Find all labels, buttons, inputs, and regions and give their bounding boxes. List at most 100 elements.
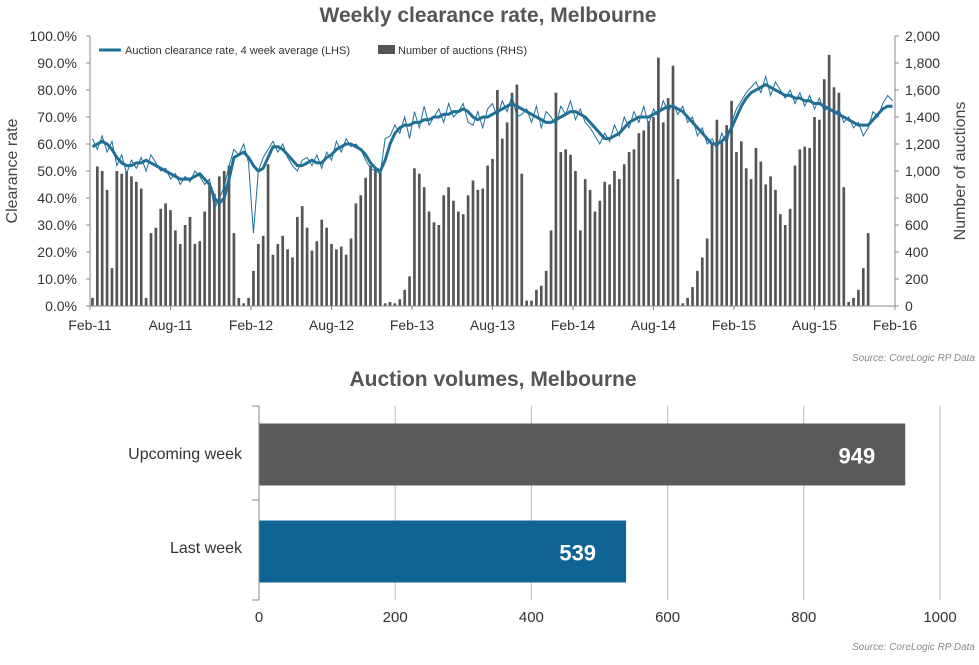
auction-bar <box>705 238 709 306</box>
auction-bar <box>398 299 402 306</box>
clearance-chart-legend: Auction clearance rate, 4 week average (… <box>99 45 527 57</box>
auction-bar <box>369 165 372 306</box>
auction-bar <box>471 180 475 306</box>
auction-bar <box>164 203 167 306</box>
auction-bar <box>330 243 333 306</box>
right-y-tick-label: 200 <box>905 271 929 287</box>
auction-bar <box>442 195 446 306</box>
auction-bar <box>203 211 206 306</box>
auction-bar <box>500 138 504 306</box>
auction-bar <box>808 148 811 306</box>
auction-bar <box>188 216 192 306</box>
auction-bar <box>359 195 363 306</box>
x-tick-labels: Feb-11 Aug-11 Feb-12 Aug-12 Feb-13 Aug-13 Feb-… <box>68 317 917 333</box>
category-label-last-week: Last week <box>170 540 243 557</box>
auction-bar <box>310 250 314 306</box>
clearance-chart-title: Weekly clearance rate, Melbourne <box>320 4 657 27</box>
x-tick-label: Feb-13 <box>390 317 435 333</box>
left-y-tick-label: 30.0% <box>37 217 77 233</box>
auction-bar <box>364 177 367 306</box>
auction-bar <box>174 230 177 306</box>
auction-bar <box>217 176 221 306</box>
category-label-upcoming-week: Upcoming week <box>128 446 243 463</box>
auction-bar <box>847 301 850 306</box>
auction-bar <box>339 246 343 306</box>
auction-bar <box>764 184 768 306</box>
auction-bar <box>193 243 197 306</box>
auction-bar <box>574 171 577 306</box>
auction-bar <box>739 141 743 306</box>
auction-bar <box>481 188 485 306</box>
auction-bar <box>774 189 777 306</box>
auction-bar <box>608 184 611 306</box>
volume-bar-value-label: 949 <box>839 444 876 469</box>
volumes-x-tick-label: 0 <box>255 609 263 626</box>
left-y-tick-label: 40.0% <box>37 190 77 206</box>
auction-bar <box>715 119 719 306</box>
auction-bar <box>300 206 304 306</box>
auction-bar <box>105 189 109 306</box>
auction-bar <box>530 300 533 306</box>
legend-label-auctions: Number of auctions (RHS) <box>398 45 527 57</box>
auction-bar <box>749 179 753 306</box>
auction-bar <box>476 189 480 306</box>
auction-bar <box>115 171 119 306</box>
auction-bar <box>642 130 646 306</box>
auction-bar <box>578 230 582 306</box>
right-y-tick-label: 800 <box>905 190 929 206</box>
auction-bar <box>437 225 441 306</box>
auction-bar <box>730 100 733 306</box>
auction-bar <box>539 285 543 306</box>
auction-bar <box>593 211 597 306</box>
right-y-axis-label: Number of auctions <box>952 102 969 241</box>
auction-bar <box>671 65 675 306</box>
auction-bar <box>813 117 816 306</box>
volumes-x-tick-label: 200 <box>383 609 408 626</box>
volumes-chart: Auction volumes, Melbourne 949 539 Upcomi… <box>128 368 975 653</box>
auction-bar <box>130 176 133 306</box>
auction-bar <box>710 144 714 306</box>
auction-bar <box>466 195 470 306</box>
auction-bar <box>852 297 855 306</box>
auction-bar <box>544 270 548 306</box>
right-y-tick-label: 1,200 <box>905 136 940 152</box>
auction-bar <box>266 164 270 306</box>
clearance-lines <box>91 74 893 234</box>
auction-bar <box>696 270 699 306</box>
auction-bar <box>657 57 660 306</box>
auction-bar <box>208 184 211 306</box>
auction-bar <box>178 243 182 306</box>
auction-bar <box>408 276 411 306</box>
auction-bar <box>144 297 148 306</box>
auction-bar <box>349 238 353 306</box>
left-y-axis-label: Clearance rate <box>4 118 21 223</box>
right-y-tick-label: 1,000 <box>905 163 940 179</box>
volumes-x-tick-label: 600 <box>655 609 680 626</box>
left-y-tick-label: 90.0% <box>37 55 77 71</box>
auction-bar <box>676 179 680 306</box>
auction-bar <box>271 254 275 306</box>
auction-bar <box>149 233 153 306</box>
auction-bar <box>769 176 772 306</box>
auction-bar <box>110 268 114 306</box>
auction-bar <box>661 122 665 307</box>
volume-bar <box>259 520 627 583</box>
auction-bar <box>583 179 587 306</box>
left-y-tick-label: 60.0% <box>37 136 77 152</box>
auction-bar <box>496 90 499 306</box>
volume-bar-value-label: 539 <box>559 541 596 566</box>
auction-bar <box>818 119 821 306</box>
auction-bar <box>632 149 636 306</box>
auction-bar <box>613 171 616 306</box>
clearance-chart-source: Source: CoreLogic RP Data <box>852 353 975 364</box>
auction-bar <box>842 187 846 306</box>
right-y-tick-label: 0 <box>905 298 913 314</box>
auction-bar <box>198 241 202 306</box>
auction-bar <box>159 208 163 306</box>
auction-bar <box>827 54 831 307</box>
x-tick-label: Feb-14 <box>551 317 596 333</box>
auction-bar <box>276 243 280 306</box>
auction-bar <box>432 222 436 306</box>
right-y-tick-labels: 0 200 400 600 800 1,000 1,200 1,400 1,600 1,800 2,… <box>905 28 940 314</box>
